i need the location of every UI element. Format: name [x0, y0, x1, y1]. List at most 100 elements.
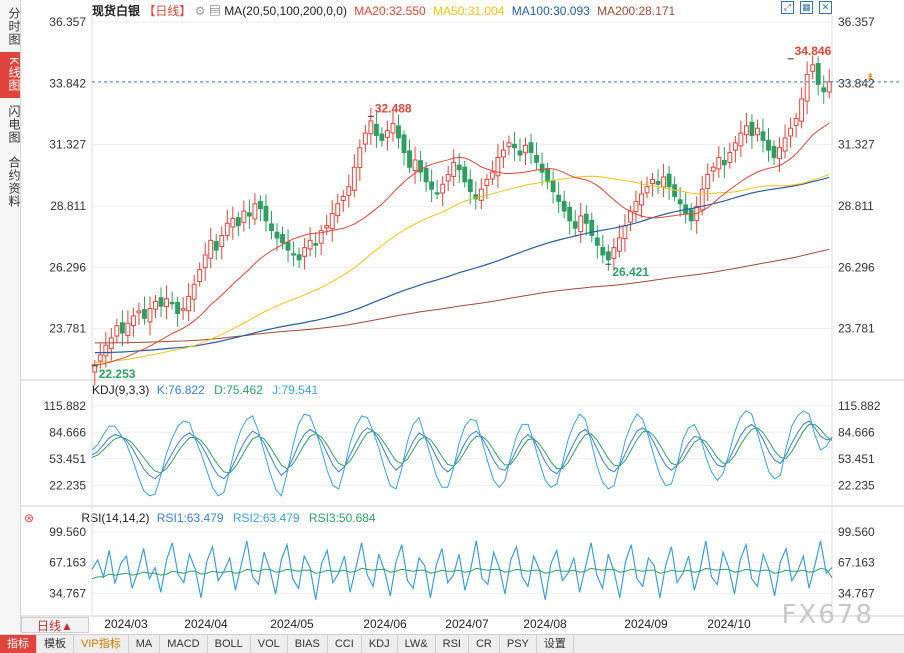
candle-body [721, 160, 727, 166]
period-label: 【日线】 [143, 4, 192, 18]
x-tick-label: 2024/08 [523, 617, 567, 631]
candle-body [484, 178, 490, 187]
candle-body [743, 125, 749, 136]
candle-body [677, 199, 683, 205]
candle-body [291, 253, 297, 256]
y-tick-label-left: 23.781 [49, 322, 86, 336]
candle-body [600, 247, 606, 256]
rsi3-value: RSI3:50.684 [308, 511, 376, 525]
period-selector[interactable]: 日线▲ [21, 617, 89, 633]
candle-body [119, 322, 125, 334]
toolbar-item[interactable]: RSI [436, 635, 469, 653]
y-tick-label-right: 34.767 [838, 586, 875, 600]
candle-body [594, 237, 600, 246]
candle-body [545, 168, 551, 183]
candle-body [710, 166, 716, 172]
toolbar-item[interactable]: VIP指标 [74, 635, 129, 653]
ma100-value: MA100:30.093 [511, 4, 590, 18]
y-tick-label-left: 53.451 [49, 452, 86, 466]
watermark: FX678 [781, 600, 874, 630]
candle-body [655, 181, 661, 185]
toolbar-item[interactable]: VOL [251, 635, 288, 653]
candle-body [799, 98, 805, 122]
tab-timeshare[interactable]: 分时图 [7, 6, 21, 46]
candle-body [644, 186, 650, 194]
kdj-k-value: K:76.822 [156, 383, 205, 397]
ma-icon[interactable]: ▤ [208, 4, 221, 18]
candle-body [777, 147, 782, 160]
chart-canvas[interactable]: 36.357 36.357 33.842 33.842 31.327 31.327 28.8… [0, 0, 904, 632]
candle-body [412, 159, 418, 172]
candle-body [130, 315, 136, 327]
candle-body [235, 217, 241, 227]
candle-body [362, 132, 368, 145]
candle-body [639, 193, 644, 206]
candle-body [760, 131, 766, 141]
target-icon[interactable]: ⊛ [24, 511, 35, 525]
y-tick-label-left: 33.842 [49, 76, 86, 90]
candle-body [578, 215, 584, 233]
window-controls: ⤢ ▦ ✕ [781, 1, 832, 14]
toolbar-item[interactable]: MA [129, 635, 161, 653]
y-tick-label-right: 33.842 [838, 76, 875, 90]
rsi3-line [91, 567, 833, 580]
kdj-j-value: J:79.541 [272, 383, 319, 397]
y-tick-label-right: 22.235 [838, 478, 875, 492]
candle-body [771, 146, 777, 158]
candle-body [561, 200, 567, 212]
extreme-label: 32.488 [375, 101, 412, 115]
candle-body [616, 237, 622, 252]
kdj-legend: KDJ(9,3,3) K:76.822 D:75.462 J:79.541 [92, 383, 318, 397]
candle-body [318, 230, 324, 244]
tab-kline[interactable]: K线图 [0, 52, 21, 98]
toolbar-item[interactable]: BOLL [208, 635, 251, 653]
toolbar-item[interactable]: KDJ [362, 635, 398, 653]
candle-body [622, 225, 628, 240]
toolbar-item[interactable]: 设置 [537, 635, 574, 653]
candle-body [583, 213, 589, 224]
candle-body [688, 209, 694, 222]
kdj-k-line [91, 420, 833, 480]
toolbar-item[interactable]: LW& [398, 635, 436, 653]
candle-body [191, 283, 197, 300]
toolbar-item[interactable]: BIAS [288, 635, 328, 653]
candle-body [495, 156, 501, 177]
y-tick-label-right: 28.811 [838, 199, 874, 213]
candle-body [500, 149, 506, 158]
toolbar-item[interactable]: CCI [328, 635, 362, 653]
candle-body [727, 152, 733, 163]
ma20-value: MA20:32.550 [354, 4, 426, 18]
candle-body [346, 186, 352, 196]
candle-body [605, 251, 611, 261]
tab-contract-info[interactable]: 合约资料 [7, 156, 21, 208]
candle-body [666, 173, 672, 188]
tab-lightning[interactable]: 闪电图 [7, 104, 21, 144]
candle-body [788, 127, 794, 137]
candle-body [373, 123, 379, 137]
kdj-d-value: D:75.462 [214, 383, 263, 397]
toolbar-item[interactable]: PSY [500, 635, 537, 653]
candle-body [153, 300, 158, 310]
candle-body [280, 233, 285, 244]
expand-icon[interactable]: ⤢ [781, 1, 794, 14]
close-icon[interactable]: ✕ [819, 1, 832, 14]
rsi-label: RSI(14,14,2) [81, 511, 150, 525]
toolbar-item[interactable]: 模板 [37, 635, 74, 653]
toolbar-item[interactable]: CR [469, 635, 500, 653]
candle-body [324, 225, 330, 229]
grid-icon[interactable]: ▦ [800, 1, 813, 14]
y-tick-label-left: 99.560 [49, 525, 86, 539]
candle-body [528, 142, 534, 154]
candle-body [208, 239, 214, 259]
settings-icon[interactable]: ⚙ [194, 4, 206, 18]
candle-body [125, 322, 131, 337]
kdj-d-line [91, 423, 833, 474]
candle-body [340, 195, 346, 202]
candle-body [539, 163, 545, 173]
candle-body [517, 150, 523, 156]
candle-body [307, 239, 313, 250]
toolbar-item[interactable]: MACD [160, 635, 208, 653]
candle-body [379, 133, 385, 141]
toolbar-item[interactable]: 指标 [0, 635, 37, 653]
candle-body [197, 269, 203, 282]
